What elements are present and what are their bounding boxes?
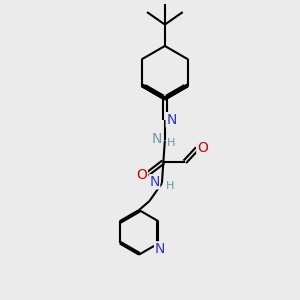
Text: H: H [167,139,175,148]
Text: N: N [154,242,165,256]
Text: N: N [152,132,162,146]
Text: O: O [197,141,208,155]
Text: N: N [166,113,177,127]
Text: N: N [149,175,160,189]
Text: O: O [136,168,147,182]
Text: H: H [166,181,174,191]
